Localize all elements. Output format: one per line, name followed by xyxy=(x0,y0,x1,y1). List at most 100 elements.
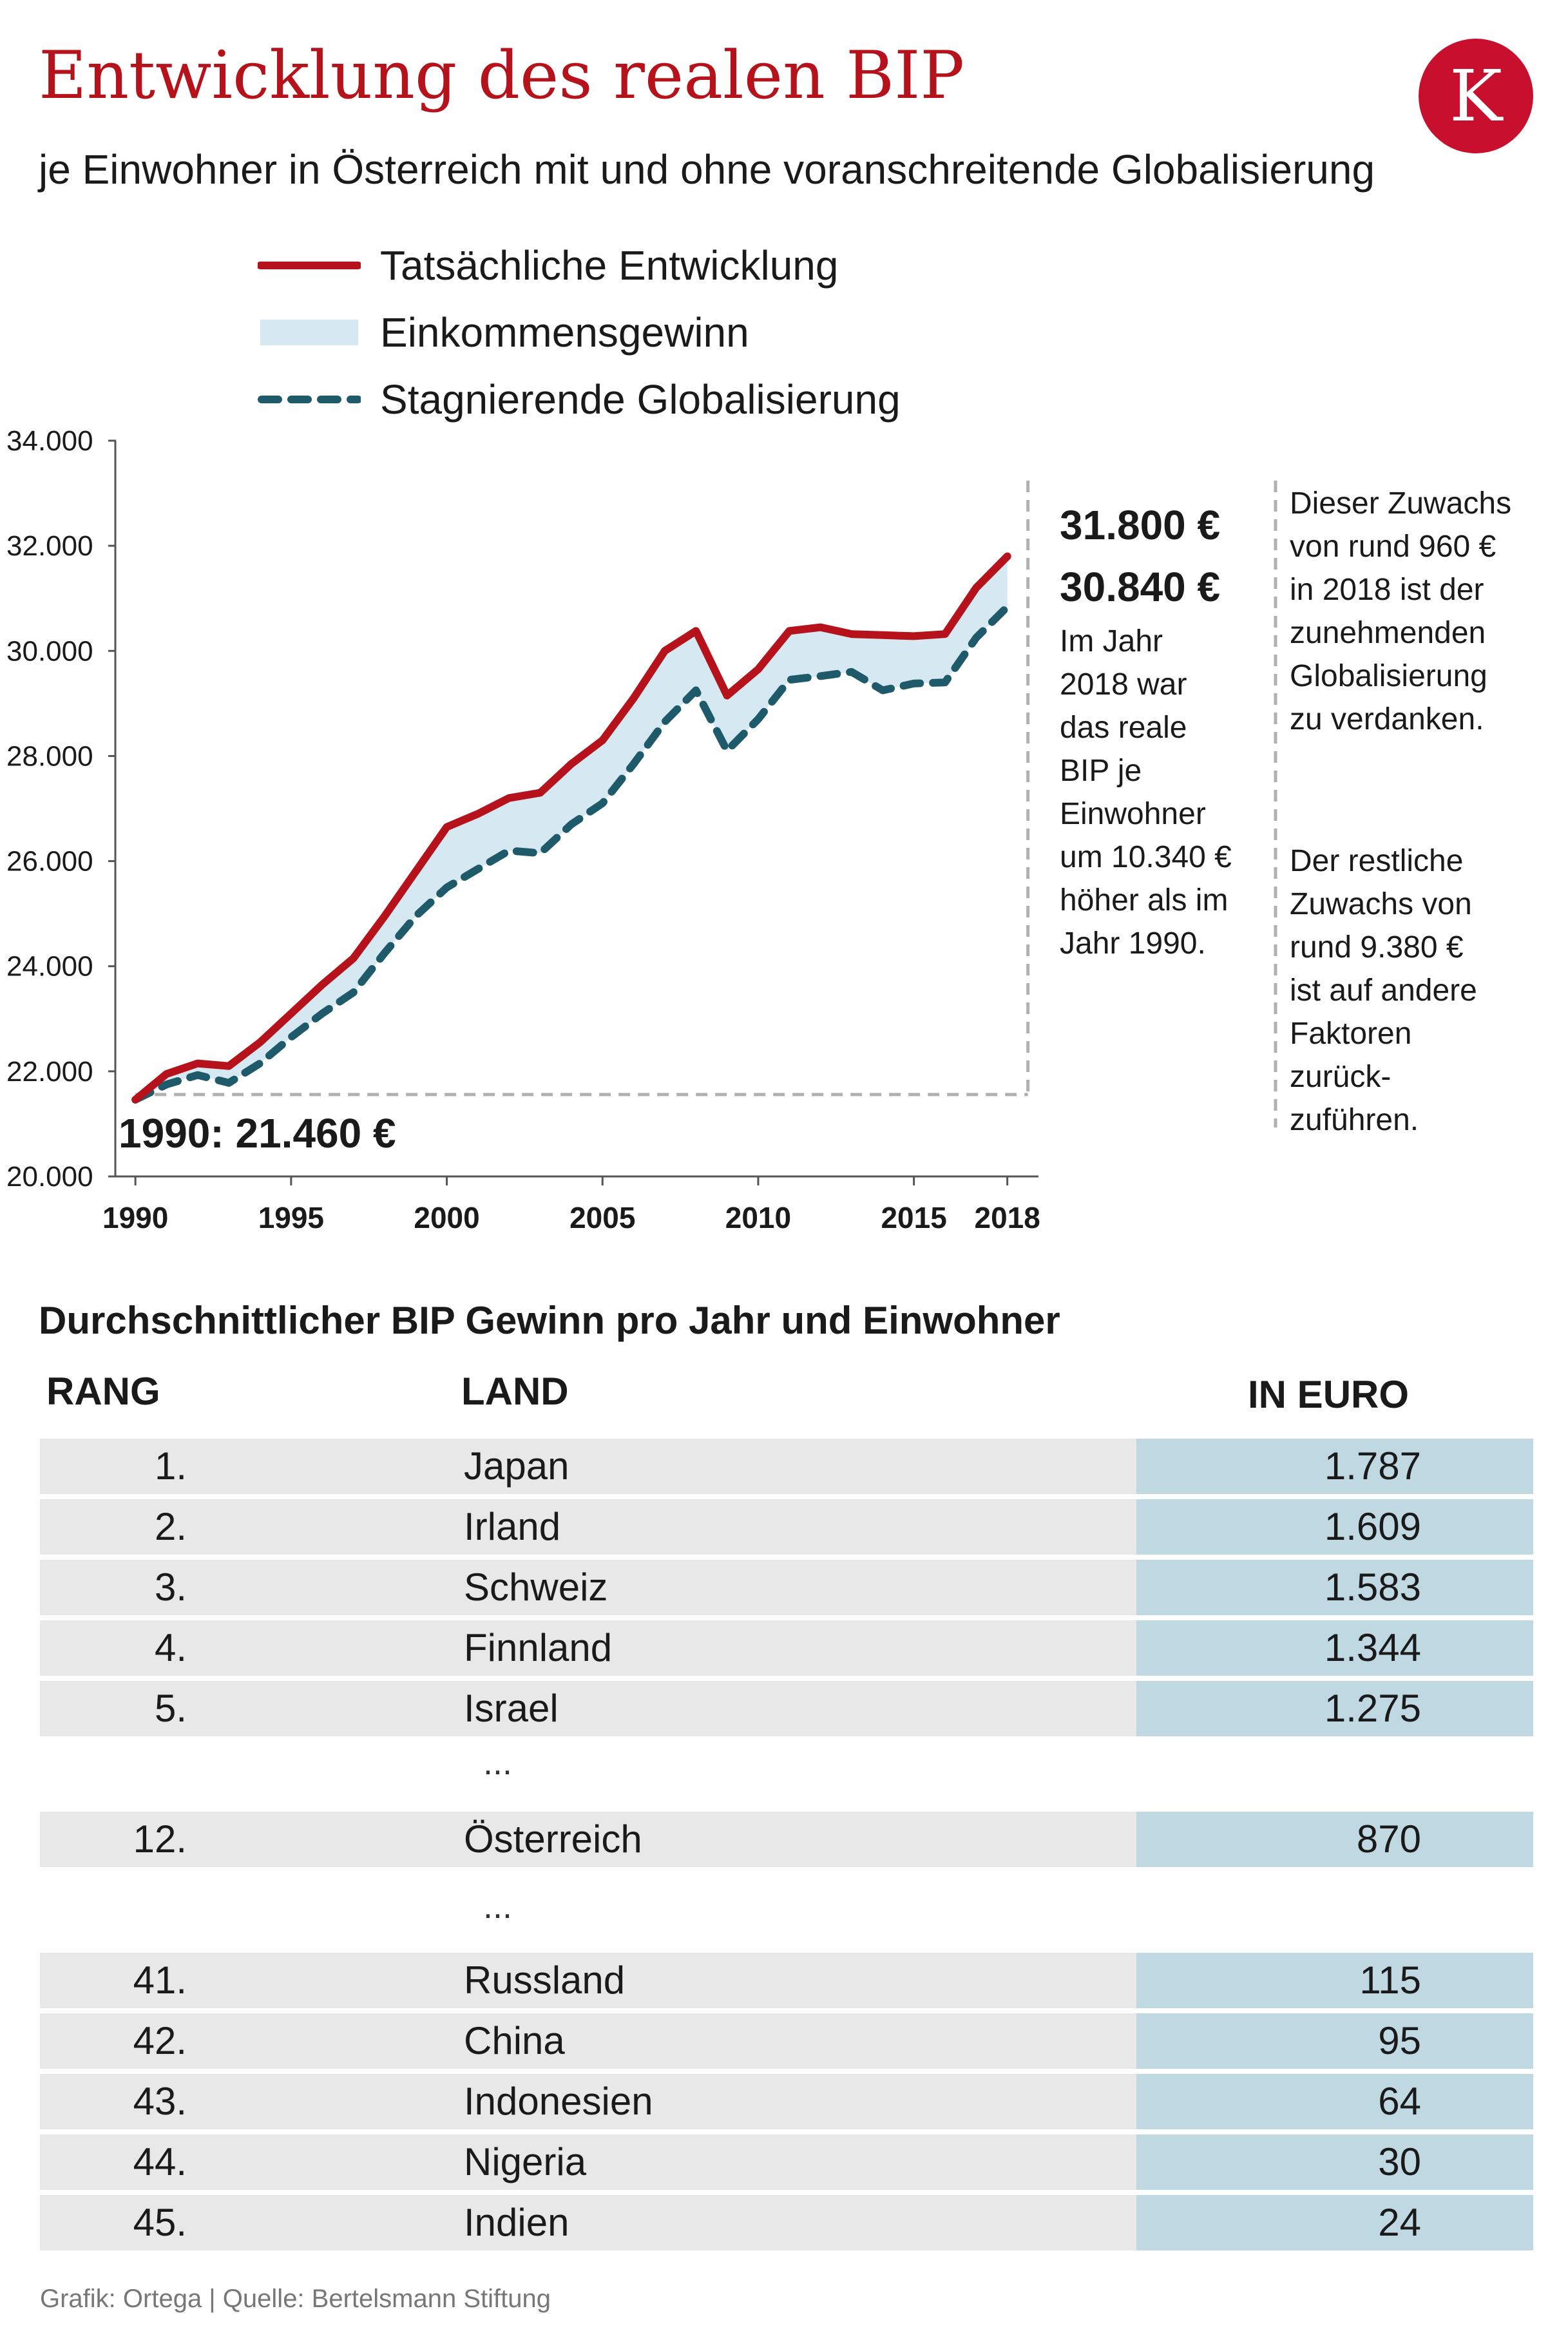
annotation-rest-line: Der restliche xyxy=(1290,844,1464,878)
page-subtitle: je Einwohner in Österreich mit und ohne … xyxy=(39,146,1375,193)
euro-cell: 30 xyxy=(1378,2140,1421,2183)
table-row: 4. Finnland 1.344 xyxy=(40,1620,1533,1676)
series-line-stagnant xyxy=(131,602,1011,1104)
rank-cell: 43. xyxy=(133,2080,187,2123)
legend-swatch-solid-line xyxy=(258,262,361,269)
annotation-rest-line: ist auf andere xyxy=(1290,973,1477,1008)
y-axis: 20.000 22.000 24.000 26.000 28.000 30.000 32.0… xyxy=(6,425,117,1193)
rank-cell: 2. xyxy=(154,1505,187,1548)
annotation-main-line: Jahr 1990. xyxy=(1060,926,1206,961)
annotation-rest-line: zurück- xyxy=(1290,1060,1391,1094)
source-credit: Grafik: Ortega | Quelle: Bertelsmann Sti… xyxy=(40,2285,551,2313)
land-cell: Indien xyxy=(464,2201,569,2244)
table-row: 41. Russland 115 xyxy=(40,1953,1533,2008)
y-tick-label: 30.000 xyxy=(6,635,93,667)
legend-swatch-area xyxy=(260,320,358,345)
income-gain-area xyxy=(135,556,1008,1100)
y-tick-label: 20.000 xyxy=(6,1161,93,1193)
annotation-main-line: das reale xyxy=(1060,711,1187,745)
value-cell-background xyxy=(1136,1953,1533,2008)
table-row: 44. Nigeria 30 xyxy=(40,2134,1533,2190)
rank-cell: 3. xyxy=(154,1566,187,1609)
euro-cell: 1.583 xyxy=(1324,1566,1421,1609)
land-cell: Russland xyxy=(464,1959,626,2002)
end-value-actual: 31.800 € xyxy=(1060,502,1221,548)
table-row: 1. Japan 1.787 xyxy=(40,1439,1533,1494)
table-row: 5. Israel 1.275 xyxy=(40,1681,1533,1736)
annotation-main: Im Jahr 2018 war das reale BIP je Einwoh… xyxy=(1060,620,1232,965)
rank-cell: 1. xyxy=(154,1444,187,1488)
annotation-gain-line: von rund 960 € xyxy=(1290,530,1496,564)
table-row: 2. Irland 1.609 xyxy=(40,1499,1533,1555)
table-title: Durchschnittlicher BIP Gewinn pro Jahr u… xyxy=(39,1299,1060,1342)
legend-label-gain: Einkommensgewinn xyxy=(380,309,749,356)
annotation-rest-line: Faktoren xyxy=(1290,1017,1412,1051)
euro-cell: 1.787 xyxy=(1324,1444,1421,1488)
x-tick-label: 2000 xyxy=(414,1201,479,1234)
annotation-gain-line: Globalisierung xyxy=(1290,659,1487,693)
annotation-gain: Dieser Zuwachs von rund 960 € in 2018 is… xyxy=(1290,482,1511,741)
rank-cell: 41. xyxy=(133,1959,187,2002)
land-cell: Österreich xyxy=(464,1817,642,1861)
x-tick-label: 2005 xyxy=(569,1201,635,1234)
x-tick-label: 2018 xyxy=(974,1201,1040,1234)
table-row: 43. Indonesien 64 xyxy=(40,2074,1533,2129)
land-cell: Indonesien xyxy=(464,2080,653,2123)
annotation-gain-line: zu verdanken. xyxy=(1290,702,1484,736)
value-cell-background xyxy=(1136,1560,1533,1615)
land-cell: Irland xyxy=(464,1505,561,1548)
brand-logo: K xyxy=(1419,39,1533,153)
x-tick-label: 1990 xyxy=(102,1201,168,1234)
table-header-land: LAND xyxy=(461,1370,569,1413)
annotation-main-line: 2018 war xyxy=(1060,667,1187,702)
land-cell: China xyxy=(464,2019,565,2062)
value-cell-background xyxy=(1136,1499,1533,1555)
series-line-actual xyxy=(131,552,1011,1104)
table-row: 3. Schweiz 1.583 xyxy=(40,1560,1533,1615)
y-tick-label: 26.000 xyxy=(6,846,93,877)
end-value-stagnant: 30.840 € xyxy=(1060,564,1221,610)
annotation-gain-line: in 2018 ist der xyxy=(1290,573,1484,607)
value-cell-background xyxy=(1136,1439,1533,1494)
value-cell-background xyxy=(1136,1681,1533,1736)
table-header-euro: IN EURO xyxy=(1248,1373,1410,1416)
table-ellipsis: ... xyxy=(483,1743,513,1782)
value-cell-background xyxy=(1136,2013,1533,2069)
euro-cell: 1.344 xyxy=(1324,1626,1421,1669)
table-header-rank: RANG xyxy=(46,1370,160,1413)
table-ellipsis: ... xyxy=(483,1887,513,1926)
legend-label-stagnant: Stagnierende Globalisierung xyxy=(380,376,901,423)
land-cell: Nigeria xyxy=(464,2140,587,2183)
page-title: Entwicklung des realen BIP xyxy=(39,37,965,114)
table-row: 42. China 95 xyxy=(40,2013,1533,2069)
line-chart: 20.000 22.000 24.000 26.000 28.000 30.000 32.0… xyxy=(6,425,1277,1234)
euro-cell: 115 xyxy=(1359,1959,1421,2002)
euro-cell: 870 xyxy=(1356,1817,1421,1861)
rank-cell: 44. xyxy=(133,2140,187,2183)
land-cell: Schweiz xyxy=(464,1566,608,1609)
euro-cell: 1.275 xyxy=(1324,1687,1421,1730)
euro-cell: 95 xyxy=(1378,2019,1421,2062)
value-cell-background xyxy=(1136,1620,1533,1676)
legend-swatch-dashed-line xyxy=(258,396,361,403)
annotation-rest: Der restliche Zuwachs von rund 9.380 € i… xyxy=(1290,839,1477,1142)
annotation-rest-line: Zuwachs von xyxy=(1290,887,1472,921)
x-axis: 1990 1995 2000 2005 2010 2015 2018 xyxy=(102,1175,1040,1234)
euro-cell: 24 xyxy=(1378,2201,1421,2244)
y-tick-label: 34.000 xyxy=(6,425,93,457)
x-tick-label: 2010 xyxy=(725,1201,791,1234)
value-cell-background xyxy=(1136,2134,1533,2190)
y-tick-label: 28.000 xyxy=(6,740,93,772)
rank-cell: 45. xyxy=(133,2201,187,2244)
annotation-gain-line: zunehmenden xyxy=(1290,616,1486,650)
start-value-label: 1990: 21.460 € xyxy=(119,1110,396,1156)
annotation-main-line: Im Jahr xyxy=(1060,624,1163,658)
table-row: 45. Indien 24 xyxy=(40,2195,1533,2250)
annotation-gain-line: Dieser Zuwachs xyxy=(1290,486,1512,521)
x-tick-label: 2015 xyxy=(881,1201,946,1234)
rank-cell: 4. xyxy=(154,1626,187,1669)
land-cell: Israel xyxy=(464,1687,559,1730)
land-cell: Japan xyxy=(464,1444,569,1488)
value-cell-background xyxy=(1136,2074,1533,2129)
value-cell-background xyxy=(1136,1812,1533,1867)
